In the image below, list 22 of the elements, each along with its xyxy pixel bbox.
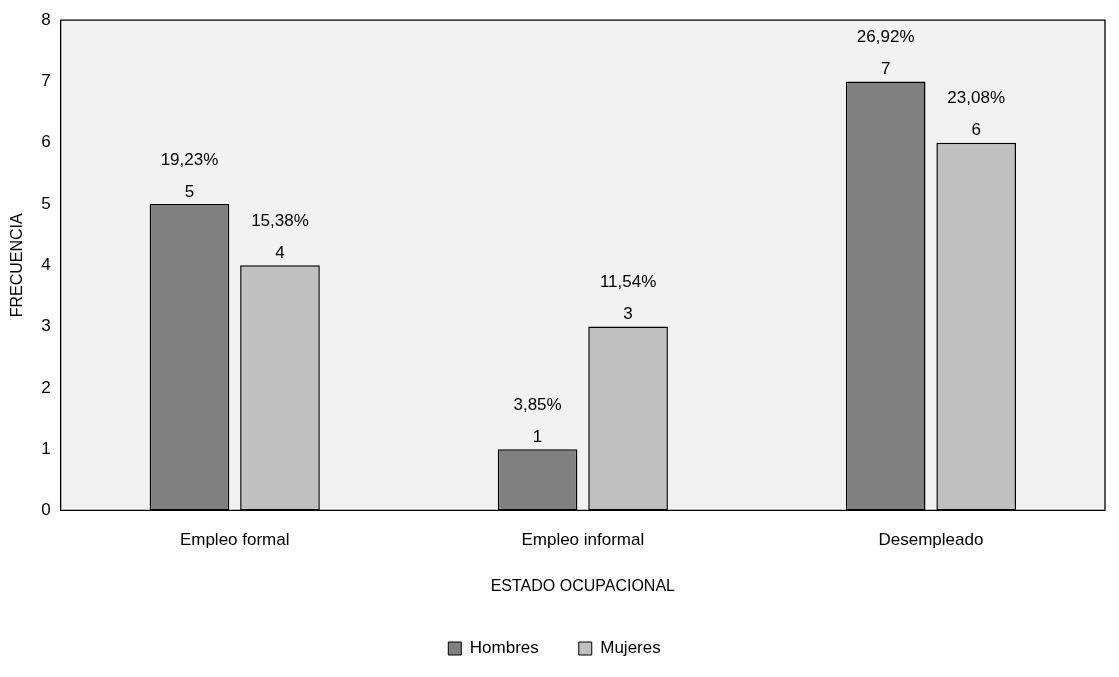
x-tick-label: Empleo formal: [179, 530, 290, 550]
data-label: 3,85% 1: [513, 394, 562, 446]
y-tick-label: 2: [41, 377, 51, 397]
data-label: 26,92% 7: [856, 27, 915, 79]
y-tick-label: 0: [41, 500, 51, 520]
legend-label: Mujeres: [600, 638, 661, 658]
x-axis-title: ESTADO OCUPACIONAL: [490, 576, 676, 594]
y-tick-label: 4: [41, 254, 51, 274]
y-tick-label: 1: [41, 438, 51, 458]
y-tick-label: 3: [41, 316, 51, 336]
x-tick-label: Desempleado: [878, 530, 984, 550]
data-label: 23,08% 6: [947, 88, 1006, 140]
x-tick-label: Empleo informal: [521, 530, 645, 550]
legend-label: Hombres: [469, 638, 539, 658]
data-label: 11,54% 3: [599, 272, 657, 324]
y-tick-label: 7: [41, 71, 51, 91]
y-tick-label: 5: [41, 193, 51, 213]
y-axis-title: FRECUENCIA: [8, 212, 26, 318]
y-tick-label: 6: [41, 132, 51, 152]
data-label: 15,38% 4: [251, 210, 309, 262]
data-label: 19,23% 5: [160, 149, 219, 201]
y-tick-label: 8: [41, 9, 51, 29]
